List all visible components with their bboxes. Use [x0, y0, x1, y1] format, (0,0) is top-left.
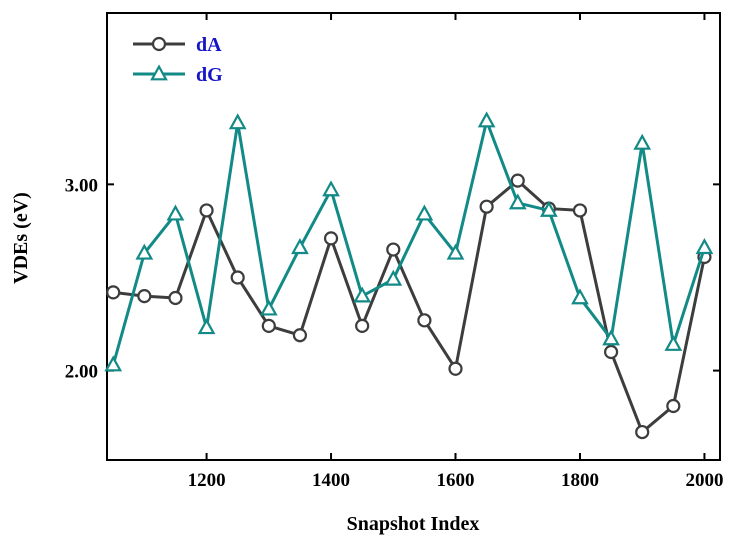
data-point-dg [446, 243, 465, 260]
data-point-dg [322, 180, 340, 197]
data-point-dg [384, 269, 403, 286]
data-point-dg [415, 204, 434, 221]
data-point-dg [104, 355, 123, 372]
data-point-dg [291, 238, 309, 255]
data-point-da [292, 328, 308, 343]
data-point-da [199, 203, 214, 218]
data-point-da [448, 361, 463, 376]
y-axis-title: VDEs (eV) [10, 192, 32, 284]
data-point-dg [166, 204, 185, 221]
data-point-da [572, 203, 588, 218]
data-point-dg [477, 111, 496, 128]
data-point-dg [228, 113, 247, 130]
legend: dA dG [133, 34, 223, 86]
series-layer [104, 111, 714, 440]
data-point-da [635, 424, 650, 440]
data-point-da [417, 313, 432, 328]
x-tick-label: 1400 [312, 470, 350, 491]
data-point-da [603, 344, 619, 360]
data-point-dg [135, 243, 154, 260]
data-point-dg [633, 133, 652, 150]
data-point-da [261, 318, 276, 333]
data-point-dg [353, 286, 372, 303]
x-tick-label: 1800 [561, 470, 599, 491]
legend-label-dg: dG [196, 64, 223, 86]
data-point-da [137, 289, 152, 304]
data-point-da [479, 199, 494, 214]
legend-item-dg: dG [133, 64, 223, 86]
data-point-dg [695, 238, 714, 255]
legend-marker-da [151, 36, 167, 52]
series-dg [104, 111, 714, 372]
series-line-da [113, 179, 706, 434]
data-point-da [355, 318, 370, 333]
data-point-dg [571, 288, 589, 305]
data-point-da [168, 290, 183, 306]
data-point-da [106, 285, 121, 300]
tick-labels: 1200 1400 1600 1800 2000 2.00 3.00 [65, 175, 724, 491]
data-point-da [510, 173, 525, 188]
series-line-dg [111, 119, 706, 366]
data-point-dg [259, 299, 278, 316]
data-point-dg [664, 334, 683, 351]
axis-ticks [107, 13, 720, 460]
data-point-da [386, 242, 401, 257]
data-point-da [666, 398, 681, 414]
x-tick-label: 1600 [437, 470, 475, 491]
x-tick-label: 1200 [188, 470, 226, 491]
legend-item-da: dA [133, 34, 222, 56]
x-tick-label: 2000 [685, 470, 723, 491]
legend-marker-dg [150, 64, 168, 81]
data-point-dg [602, 329, 620, 346]
data-point-dg [539, 200, 558, 217]
y-tick-label: 3.00 [65, 175, 98, 196]
data-point-da [323, 231, 339, 246]
data-point-dg [197, 318, 216, 335]
x-axis-title: Snapshot Index [347, 513, 480, 535]
y-tick-label: 2.00 [65, 362, 98, 383]
legend-label-da: dA [196, 34, 222, 56]
data-point-dg [508, 193, 527, 210]
data-point-da [230, 270, 245, 285]
plot-frame [106, 12, 721, 461]
series-da [106, 173, 712, 440]
